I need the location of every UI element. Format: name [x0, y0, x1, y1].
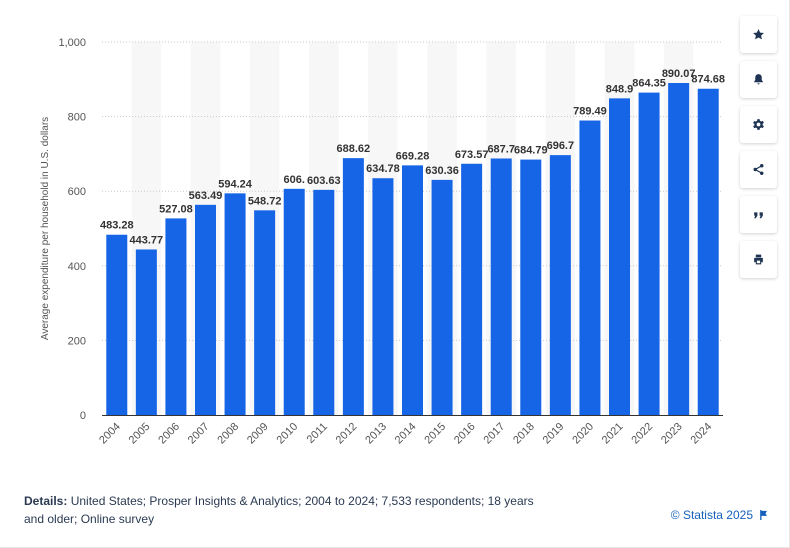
x-tick-label: 2004 [97, 421, 123, 447]
data-label: 848.9 [606, 83, 634, 95]
data-label: 669.28 [396, 150, 430, 162]
bar-2020[interactable] [579, 120, 601, 415]
quote-icon [754, 212, 763, 219]
star-icon [753, 29, 764, 40]
bar-2022[interactable] [638, 92, 660, 416]
data-label: 684.79 [514, 145, 548, 157]
data-label: 594.24 [218, 178, 253, 190]
bar-2011[interactable] [313, 189, 335, 415]
data-label: 890.07 [662, 68, 696, 80]
x-tick-label: 2023 [659, 421, 685, 447]
x-tick-label: 2017 [482, 421, 508, 447]
x-tick-label: 2021 [600, 421, 626, 447]
credit-text: © Statista 2025 [670, 508, 753, 522]
data-label: 606. [284, 174, 305, 186]
bar-2015[interactable] [431, 179, 453, 415]
y-tick-label: 200 [68, 335, 86, 347]
y-tick-label: 0 [80, 410, 86, 422]
share-button[interactable] [740, 151, 777, 188]
x-tick-label: 2006 [156, 421, 182, 447]
x-tick-label: 2024 [689, 421, 715, 447]
y-tick-label: 600 [68, 186, 86, 198]
data-label: 673.57 [455, 149, 489, 161]
x-tick-label: 2011 [305, 421, 330, 446]
data-label: 483.28 [100, 220, 134, 232]
data-label: 527.08 [159, 203, 193, 215]
bar-2021[interactable] [609, 98, 630, 416]
bar-chart: 0 200 400 600 800 1,000 Average expenditure pe… [40, 37, 725, 447]
x-tick-label: 2012 [334, 421, 360, 447]
data-label: 630.36 [425, 165, 459, 177]
data-label: 634.78 [366, 163, 400, 175]
print-icon [754, 254, 763, 265]
bar-2024[interactable] [697, 88, 719, 416]
x-tick-label: 2019 [541, 421, 567, 447]
x-tick-label: 2016 [452, 421, 478, 447]
data-label: 874.68 [691, 74, 725, 86]
favorite-button[interactable] [740, 16, 777, 53]
notification-button[interactable] [740, 61, 777, 98]
x-tick-label: 2009 [245, 421, 271, 447]
print-button[interactable] [740, 241, 777, 278]
bar-2012[interactable] [342, 158, 364, 415]
x-tick-label: 2015 [422, 421, 448, 447]
bar-2008[interactable] [224, 193, 246, 415]
x-tick-label: 2010 [275, 421, 301, 447]
bar-2014[interactable] [402, 165, 423, 415]
bar-2023[interactable] [668, 83, 690, 415]
y-tick-label: 1,000 [58, 37, 86, 49]
data-label: 603.63 [307, 175, 341, 187]
x-tick-label: 2007 [186, 421, 212, 447]
details-label: Details: [24, 494, 68, 508]
bar-2018[interactable] [520, 159, 542, 415]
y-tick-label: 400 [68, 261, 86, 273]
data-label: 563.49 [189, 190, 223, 202]
bar-2019[interactable] [549, 155, 571, 415]
bar-2004[interactable] [106, 234, 128, 415]
y-axis-title: Average expenditure per household in U.S… [40, 117, 51, 340]
bar-2007[interactable] [195, 204, 216, 415]
bar-2006[interactable] [165, 218, 187, 415]
data-label: 696.7 [547, 140, 575, 152]
details-text: Details: United States; Prosper Insights… [24, 492, 544, 528]
data-label: 688.62 [337, 143, 371, 155]
x-tick-label: 2022 [629, 421, 655, 447]
data-label: 687.7 [487, 143, 515, 155]
data-label: 548.72 [248, 195, 282, 207]
bar-2016[interactable] [461, 163, 483, 415]
settings-button[interactable] [740, 106, 777, 143]
gear-icon [753, 119, 764, 130]
bar-2017[interactable] [490, 158, 512, 415]
bell-icon [754, 74, 763, 85]
x-tick-label: 2014 [393, 421, 419, 447]
data-label: 864.35 [632, 78, 666, 90]
x-tick-label: 2018 [511, 421, 537, 447]
details-content: United States; Prosper Insights & Analyt… [24, 494, 534, 526]
data-label: 443.77 [130, 234, 164, 246]
flag-icon [760, 510, 767, 520]
bar-2005[interactable] [135, 249, 157, 415]
share-icon [753, 163, 764, 176]
statista-credit[interactable]: © Statista 2025 [671, 508, 768, 522]
bar-2010[interactable] [283, 188, 305, 415]
x-tick-label: 2020 [570, 421, 596, 447]
x-tick-label: 2013 [363, 421, 389, 447]
cite-button[interactable] [740, 196, 777, 233]
x-tick-label: 2005 [127, 421, 153, 447]
data-label: 789.49 [573, 106, 607, 118]
bar-2013[interactable] [372, 178, 394, 415]
chart-toolbar [740, 16, 778, 286]
bar-2009[interactable] [254, 210, 276, 415]
x-tick-label: 2008 [215, 421, 241, 447]
y-tick-label: 800 [68, 112, 86, 124]
